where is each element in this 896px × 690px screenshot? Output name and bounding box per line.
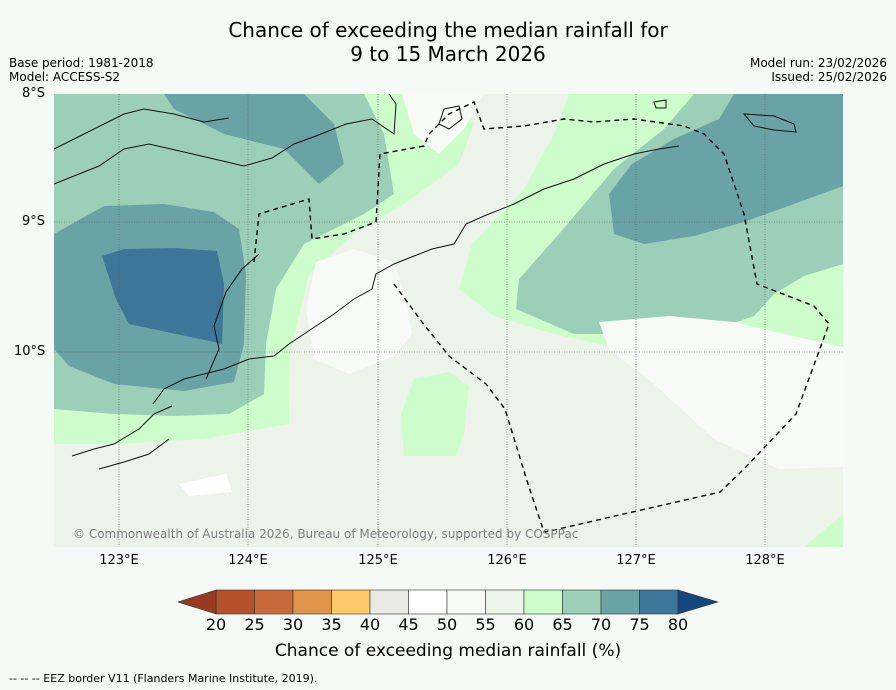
- lon-label-126e: 126°E: [487, 553, 527, 568]
- colorbar-cell: [254, 589, 294, 615]
- lat-label-10s: 10°S: [14, 344, 46, 359]
- colorbar-tick-label: 80: [667, 615, 689, 634]
- title-line-1: Chance of exceeding the median rainfall …: [228, 18, 668, 42]
- zone-60-65-corner: [804, 514, 843, 547]
- lon-label-127e: 127°E: [616, 553, 656, 568]
- colorbar-tick-label: 75: [629, 615, 650, 634]
- colorbar-tick-label: 70: [590, 615, 612, 634]
- colorbar-tick-label: 20: [205, 615, 227, 634]
- lon-label-128e: 128°E: [745, 553, 785, 568]
- zone-70-75-east: [609, 94, 843, 244]
- title-line-2: 9 to 15 March 2026: [350, 42, 546, 66]
- colorbar-cell: [408, 589, 448, 615]
- colorbar-cell: [485, 589, 525, 615]
- colorbar-cell: [331, 589, 371, 615]
- colorbar-tick-label: 25: [244, 615, 265, 634]
- coastlines: [53, 93, 797, 470]
- zone-70-75-north: [164, 94, 344, 184]
- lat-label-9s: 9°S: [22, 214, 46, 229]
- colorbar-label: Chance of exceeding median rainfall (%): [274, 641, 622, 661]
- zone-50-55-east: [599, 316, 843, 469]
- zone-50-55-north: [402, 94, 484, 154]
- rainfall-map: [53, 93, 843, 547]
- colorbar-cell: [292, 589, 332, 615]
- map-title: Chance of exceeding the median rainfall …: [0, 18, 896, 66]
- colorbar-high-arrow: [677, 589, 720, 615]
- colorbar-cell: [369, 589, 409, 615]
- colorbar-tick-label: 50: [436, 615, 458, 634]
- colorbar-tick-label: 60: [513, 615, 535, 634]
- colorbar-cell: [562, 589, 602, 615]
- colorbar-tick-label: 40: [359, 615, 381, 634]
- model-run: Model run: 23/02/2026: [749, 56, 887, 70]
- colorbar-tick-label: 45: [398, 615, 419, 634]
- model-name: Model: ACCESS-S2: [9, 70, 121, 84]
- copyright-notice: © Commonwealth of Australia 2026, Bureau…: [73, 527, 579, 541]
- zone-60-65-south-patch: [401, 372, 469, 456]
- colorbar-cell: [523, 589, 563, 615]
- colorbar-cell: [215, 589, 255, 615]
- gridlines: [54, 94, 843, 547]
- lon-label-125e: 125°E: [358, 553, 398, 568]
- colorbar-cell: [446, 589, 486, 615]
- colorbar-tick-label: 35: [321, 615, 342, 634]
- colorbar-low-arrow: [178, 589, 217, 615]
- base-period: Base period: 1981-2018: [9, 56, 154, 70]
- zone-75-80-west: [102, 248, 224, 344]
- eez-legend-footer: -- -- -- EEZ border V11 (Flanders Marine…: [9, 672, 318, 685]
- map-panel: [53, 93, 843, 547]
- colorbar-tick-label: 55: [475, 615, 496, 634]
- colorbar-cell: [600, 589, 640, 615]
- zone-45-50-patch: [179, 474, 232, 496]
- issued-date: Issued: 25/02/2026: [771, 70, 887, 84]
- zone-50-55-centre: [306, 249, 412, 374]
- colorbar: [178, 589, 720, 615]
- colorbar-tick-label: 65: [552, 615, 573, 634]
- meta-right: Model run: 23/02/2026 Issued: 25/02/2026: [750, 56, 887, 84]
- meta-left: Base period: 1981-2018 Model: ACCESS-S2: [9, 56, 154, 84]
- lon-label-124e: 124°E: [228, 553, 268, 568]
- eez-border: [253, 101, 830, 533]
- colorbar-tick-label: 30: [282, 615, 304, 634]
- lat-label-8s: 8°S: [22, 86, 46, 101]
- colorbar-cell: [639, 589, 679, 615]
- lon-label-123e: 123°E: [99, 553, 139, 568]
